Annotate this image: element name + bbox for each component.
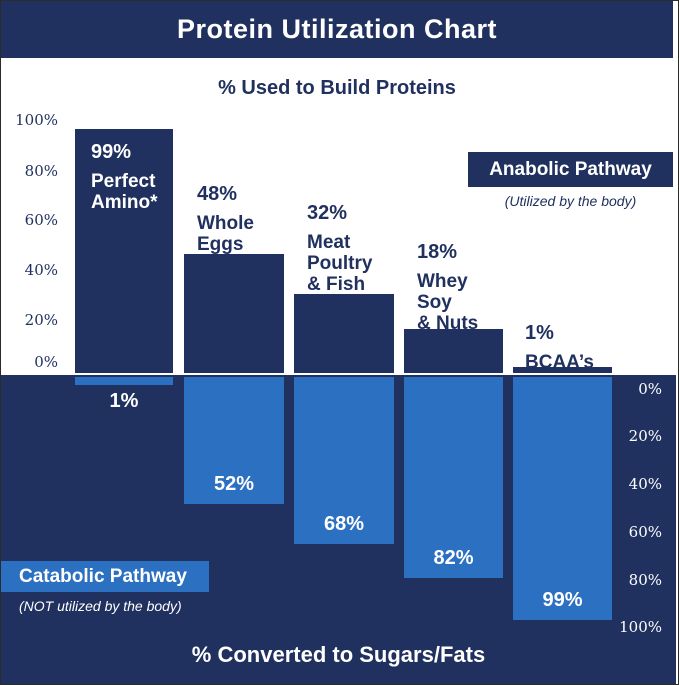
- header-banner: Protein Utilization Chart: [1, 1, 673, 58]
- catabolic-bar-whole-eggs: 52%: [184, 377, 284, 505]
- anabolic-pct-whole-eggs: 48%: [197, 183, 238, 205]
- catabolic-pathway-note: (NOT utilized by the body): [19, 598, 182, 614]
- label-whole-eggs: 48% Whole Eggs: [197, 183, 254, 256]
- catabolic-bar-perfect-amino: [75, 377, 173, 385]
- category-name-meat-poultry-fish: Meat Poultry & Fish: [307, 232, 373, 295]
- bottom-chart-title: % Converted to Sugars/Fats: [191, 642, 486, 667]
- category-name-whole-eggs: Whole Eggs: [197, 213, 254, 255]
- anabolic-pct-meat-poultry-fish: 32%: [307, 202, 348, 224]
- anabolic-pct-whey-soy-nuts: 18%: [417, 241, 458, 263]
- bottom-axis-tick-0: 0%: [638, 380, 662, 398]
- bottom-axis-tick-20: 20%: [628, 427, 662, 445]
- anabolic-pct-perfect-amino: 99%: [91, 141, 132, 163]
- top-chart-subtitle: % Used to Build Proteins: [218, 77, 456, 99]
- bottom-axis-tick-80: 80%: [628, 571, 662, 589]
- label-meat-poultry-fish: 32% Meat Poultry & Fish: [307, 202, 373, 296]
- category-name-perfect-amino: Perfect Amino*: [91, 171, 158, 213]
- catabolic-pct-meat-poultry-fish: 68%: [323, 512, 365, 535]
- label-perfect-amino: 99% Perfect Amino*: [91, 141, 158, 214]
- catabolic-pct-whey-soy-nuts: 82%: [433, 546, 474, 569]
- catabolic-pct-perfect-amino: 1%: [109, 390, 139, 412]
- catabolic-pathway-label: Catabolic Pathway: [19, 565, 187, 587]
- catabolic-pct-bcaas: 99%: [542, 588, 583, 611]
- anabolic-pathway-legend: Anabolic Pathway: [468, 152, 673, 187]
- bottom-axis-tick-40: 40%: [628, 475, 662, 493]
- anabolic-bar-meat-poultry-fish: [294, 294, 394, 373]
- bottom-axis-tick-60: 60%: [628, 523, 662, 541]
- label-bcaas: 1% BCAA’s: [525, 322, 594, 374]
- page-title: Protein Utilization Chart: [176, 14, 497, 44]
- catabolic-bar-bcaas: 99%: [513, 377, 612, 620]
- top-axis-tick-20: 20%: [24, 311, 58, 329]
- top-axis-tick-0: 0%: [34, 353, 58, 371]
- catabolic-bar-whey-soy-nuts: 82%: [404, 377, 503, 578]
- category-name-whey-soy-nuts: Whey Soy & Nuts: [417, 271, 479, 334]
- anabolic-pathway-label: Anabolic Pathway: [489, 158, 652, 180]
- catabolic-bar-meat-poultry-fish: 68%: [294, 377, 394, 544]
- label-whey-soy-nuts: 18% Whey Soy & Nuts: [417, 241, 479, 335]
- anabolic-pathway-note: (Utilized by the body): [504, 193, 637, 209]
- top-axis-tick-80: 80%: [24, 162, 58, 180]
- bottom-axis-tick-100: 100%: [619, 618, 662, 636]
- anabolic-bar-bcaas: [513, 367, 612, 373]
- category-name-bcaas: BCAA’s: [525, 352, 594, 373]
- anabolic-bar-whole-eggs: [184, 254, 284, 373]
- top-axis-tick-60: 60%: [24, 211, 58, 229]
- anabolic-pct-bcaas: 1%: [525, 322, 554, 344]
- catabolic-pathway-legend: Catabolic Pathway: [1, 561, 209, 592]
- anabolic-bar-whey-soy-nuts: [404, 328, 503, 373]
- anabolic-bar-perfect-amino: [75, 128, 173, 373]
- top-axis-tick-100: 100%: [15, 111, 58, 129]
- top-axis-tick-40: 40%: [24, 261, 58, 279]
- catabolic-pct-whole-eggs: 52%: [213, 473, 255, 496]
